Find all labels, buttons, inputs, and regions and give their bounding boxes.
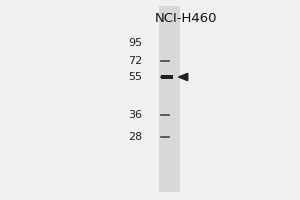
Text: 55: 55 [128, 72, 142, 82]
Text: 72: 72 [128, 56, 142, 66]
Polygon shape [178, 73, 188, 81]
Text: 28: 28 [128, 132, 142, 142]
Text: NCI-H460: NCI-H460 [155, 12, 217, 25]
Text: 95: 95 [128, 38, 142, 48]
Bar [159, 6, 180, 192]
Bar [160, 75, 172, 79]
Text: 36: 36 [128, 110, 142, 120]
